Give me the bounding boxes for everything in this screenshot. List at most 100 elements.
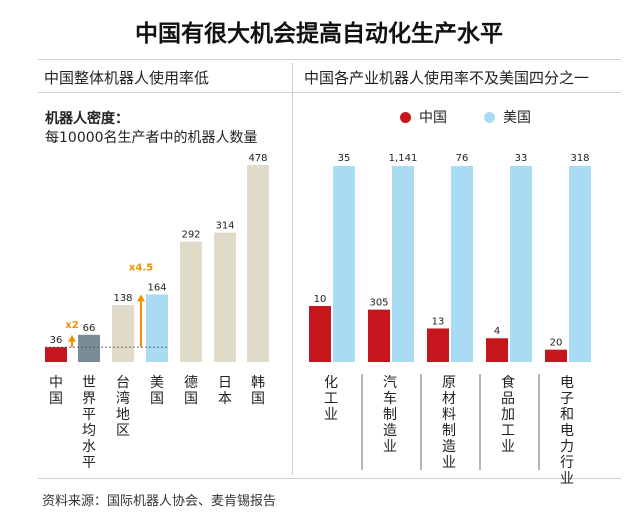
left-subtitle: 中国整体机器人使用率低 [44, 69, 210, 87]
bar-usa-4 [510, 166, 532, 362]
legend-usa-label: 美国 [503, 110, 531, 126]
bar-3 [112, 305, 134, 362]
bar-value-label: 314 [215, 221, 234, 232]
category-label: 和 [560, 407, 574, 423]
bar-2 [78, 334, 100, 362]
category-label: 制 [383, 407, 397, 423]
source-note: 资料来源：国际机器人协会、麦肯锡报告 [42, 494, 277, 509]
arrow-x2-head [68, 334, 76, 342]
category-label: 国 [49, 391, 63, 407]
bar-china-2 [368, 309, 390, 362]
title-divider [38, 59, 621, 60]
category-label: 美 [150, 375, 164, 391]
category-label: 平 [82, 407, 96, 423]
category-label: 工 [501, 423, 515, 439]
category-label: 原 [442, 375, 456, 391]
legend-china-label: 中国 [419, 110, 447, 126]
category-label: 国 [251, 391, 265, 407]
subtitle-divider [38, 92, 621, 93]
bar-value-label: 478 [248, 153, 267, 164]
bar-usa-2 [392, 166, 414, 362]
category-label: 材 [442, 391, 456, 407]
category-label: 造 [383, 423, 397, 439]
category-label: 业 [560, 471, 574, 487]
category-label: 业 [324, 407, 338, 423]
category-label: 德 [184, 375, 198, 391]
bottom-divider [38, 478, 621, 479]
category-label: 电 [560, 423, 574, 439]
bar-china-1 [309, 306, 331, 362]
legend-china: 中国 [400, 107, 447, 127]
panel-divider [292, 63, 293, 475]
category-label: 韩 [251, 375, 265, 391]
bar-value-label: 20 [550, 338, 563, 349]
category-label: 界 [82, 391, 96, 407]
category-label: 平 [82, 455, 96, 471]
multiplier-label: x2 [65, 320, 78, 331]
right-subtitle: 中国各产业机器人使用率不及美国四分之一 [304, 69, 590, 87]
bar-usa-1 [333, 166, 355, 362]
bar-value-label: 292 [181, 230, 200, 241]
category-label: 食 [501, 374, 515, 391]
category-label: 品 [501, 391, 515, 407]
category-label: 力 [560, 439, 574, 455]
bar-value-label: 35 [338, 153, 351, 164]
bar-value-label: 138 [113, 293, 132, 304]
bar-value-label: 4 [494, 326, 500, 337]
bar-value-label: 33 [515, 153, 528, 164]
category-label: 中 [49, 375, 63, 391]
category-label: 业 [383, 439, 397, 455]
bar-value-label: 36 [50, 335, 63, 346]
legend-usa-swatch [484, 111, 495, 123]
bar-value-label: 76 [456, 153, 469, 164]
category-label: 地 [116, 407, 130, 423]
bar-value-label: 318 [570, 153, 589, 164]
category-label: 日 [218, 375, 232, 391]
bar-china-5 [545, 349, 567, 362]
bar-6 [214, 232, 236, 362]
category-label: 行 [560, 455, 574, 471]
bar-value-label: 1,141 [389, 153, 418, 164]
category-label: 汽 [383, 375, 397, 391]
category-label: 化 [324, 375, 338, 391]
legend-usa: 美国 [484, 107, 531, 127]
chart-title: 中国有很大机会提高自动化生产水平 [135, 21, 503, 47]
category-label: 工 [324, 391, 338, 407]
category-label: 湾 [116, 390, 130, 407]
bar-china-3 [427, 328, 449, 362]
bar-1 [45, 347, 67, 362]
category-label: 台 [116, 375, 130, 391]
category-label: 车 [383, 390, 397, 407]
category-label: 区 [116, 423, 130, 439]
category-label: 国 [150, 391, 164, 407]
bar-china-4 [486, 338, 508, 362]
category-label: 子 [560, 391, 574, 407]
category-label: 均 [82, 423, 96, 439]
bar-4 [146, 294, 168, 362]
bar-usa-5 [569, 166, 591, 362]
category-label: 水 [82, 439, 96, 455]
arrow-x4-head [137, 294, 145, 302]
bar-value-label: 10 [314, 294, 327, 305]
category-label: 电 [560, 375, 574, 391]
bar-value-label: 305 [369, 298, 388, 309]
legend-china-swatch [400, 111, 411, 123]
category-label: 加 [501, 407, 515, 423]
category-label: 本 [218, 391, 232, 407]
bar-7 [247, 165, 269, 362]
bar-value-label: 66 [83, 323, 96, 334]
category-label: 制 [442, 423, 456, 439]
bar-value-label: 13 [432, 316, 445, 327]
density-description: 每10000名生产者中的机器人数量 [45, 130, 258, 146]
category-label: 国 [184, 391, 198, 407]
category-label: 料 [442, 407, 456, 423]
category-label: 世 [82, 375, 96, 391]
bar-value-label: 164 [147, 282, 166, 293]
bar-usa-3 [451, 166, 473, 362]
category-label: 造 [442, 439, 456, 455]
density-label: 机器人密度： [45, 111, 129, 127]
multiplier-label: x4.5 [129, 262, 153, 273]
category-label: 业 [442, 455, 456, 471]
bar-5 [180, 241, 202, 362]
